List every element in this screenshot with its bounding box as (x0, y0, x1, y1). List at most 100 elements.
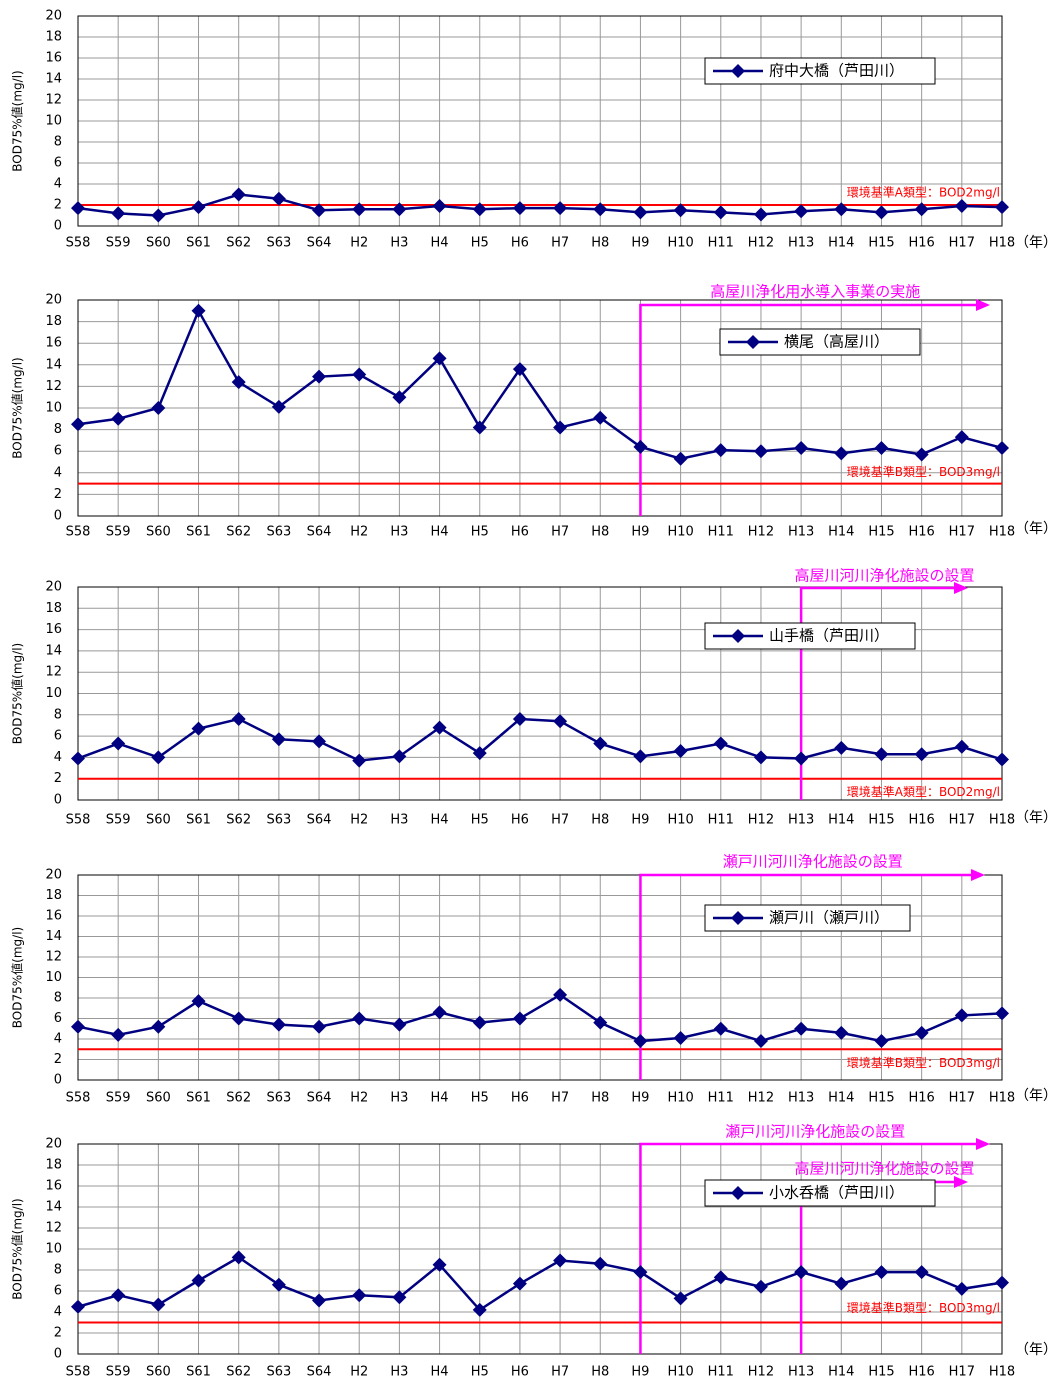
x-tick-label: S62 (226, 236, 251, 251)
marker (633, 1034, 648, 1049)
marker (111, 736, 126, 751)
marker (191, 994, 206, 1009)
marker (874, 205, 889, 220)
marker (151, 750, 166, 765)
y-tick-label: 20 (45, 9, 62, 24)
marker (753, 444, 768, 459)
marker (191, 721, 206, 736)
arrow-head (976, 1138, 990, 1150)
y-tick-label: 20 (45, 580, 62, 595)
y-tick-label: 20 (45, 1137, 62, 1152)
arrow-head (954, 582, 968, 594)
y-tick-label: 2 (54, 1052, 62, 1067)
x-tick-label: H3 (390, 813, 408, 828)
marker (834, 740, 849, 755)
marker (794, 204, 809, 219)
y-tick-label: 2 (54, 771, 62, 786)
arrow-label: 瀬戸川河川浄化施設の設置 (723, 853, 903, 871)
marker (995, 1275, 1009, 1290)
y-tick-label: 0 (54, 793, 62, 808)
y-tick-label: 10 (45, 401, 62, 416)
marker (553, 201, 568, 216)
plot-border (77, 15, 1003, 227)
marker (71, 1019, 85, 1034)
x-tick-label: S58 (66, 1091, 91, 1106)
x-tick-label: H13 (788, 525, 814, 540)
marker (553, 1253, 568, 1268)
y-tick-label: 16 (45, 336, 62, 351)
marker (111, 411, 126, 426)
reference-label: 環境基準A類型：BOD2mg/l (847, 784, 1000, 799)
x-tick-label: H2 (350, 1365, 368, 1380)
y-tick-label: 14 (45, 643, 62, 658)
marker (794, 1265, 809, 1280)
x-tick-label: S63 (266, 236, 291, 251)
marker (231, 1250, 246, 1265)
marker (111, 1288, 126, 1303)
y-tick-label: 4 (54, 177, 62, 192)
x-tick-label: S59 (106, 525, 131, 540)
x-tick-label: S61 (186, 1365, 211, 1380)
marker (231, 712, 246, 727)
x-tick-label: S59 (106, 1091, 131, 1106)
marker (472, 746, 487, 761)
x-tick-label: H4 (431, 236, 449, 251)
x-tick-label: H18 (989, 1365, 1015, 1380)
y-tick-label: 10 (45, 686, 62, 701)
marker (512, 1011, 527, 1026)
x-tick-label: S64 (307, 525, 332, 540)
x-tick-label: H18 (989, 1091, 1015, 1106)
y-tick-label: 8 (54, 422, 62, 437)
marker (71, 417, 85, 432)
x-tick-label: H12 (748, 1091, 774, 1106)
reference-label: 環境基準B類型：BOD3mg/l (847, 464, 1000, 479)
x-tick-label: S63 (266, 813, 291, 828)
x-tick-label: S60 (146, 1365, 171, 1380)
y-tick-label: 0 (54, 1347, 62, 1362)
x-tick-label: H8 (591, 525, 609, 540)
marker (271, 732, 286, 747)
x-tick-label: H15 (868, 1365, 894, 1380)
y-tick-label: 20 (45, 868, 62, 883)
x-tick-label: H8 (591, 236, 609, 251)
x-tick-label: H6 (511, 525, 529, 540)
x-tick-label: H3 (390, 525, 408, 540)
marker (834, 1025, 849, 1040)
marker (432, 351, 447, 366)
x-tick-label: H15 (868, 813, 894, 828)
marker (834, 202, 849, 217)
marker (593, 202, 608, 217)
marker (111, 1027, 126, 1042)
series-line (77, 193, 1003, 217)
x-tick-label: H14 (828, 525, 854, 540)
marker (392, 1290, 407, 1305)
arrow-head (954, 1176, 968, 1188)
legend-marker (731, 629, 745, 643)
series-line (77, 307, 1003, 461)
marker (995, 440, 1009, 455)
legend-label: 府中大橋（芦田川） (769, 62, 904, 80)
marker (633, 439, 648, 454)
marker (753, 750, 768, 765)
x-tick-label: H13 (788, 1365, 814, 1380)
legend-marker (746, 335, 760, 349)
x-tick-label: H5 (471, 1365, 489, 1380)
marker (191, 303, 206, 318)
x-tick-label: S60 (146, 236, 171, 251)
y-tick-label: 16 (45, 1179, 62, 1194)
y-tick-label: 12 (45, 950, 62, 965)
x-tick-label: H14 (828, 813, 854, 828)
marker (392, 390, 407, 405)
reference-label: 環境基準A類型：BOD2mg/l (847, 185, 1000, 200)
marker (834, 446, 849, 461)
x-tick-label: S63 (266, 525, 291, 540)
marker (914, 1025, 929, 1040)
marker (874, 440, 889, 455)
x-tick-label: H16 (908, 525, 934, 540)
y-tick-label: 8 (54, 1263, 62, 1278)
marker (512, 201, 527, 216)
x-tick-label: H6 (511, 1091, 529, 1106)
y-tick-label: 12 (45, 379, 62, 394)
x-tick-label: H3 (390, 1365, 408, 1380)
